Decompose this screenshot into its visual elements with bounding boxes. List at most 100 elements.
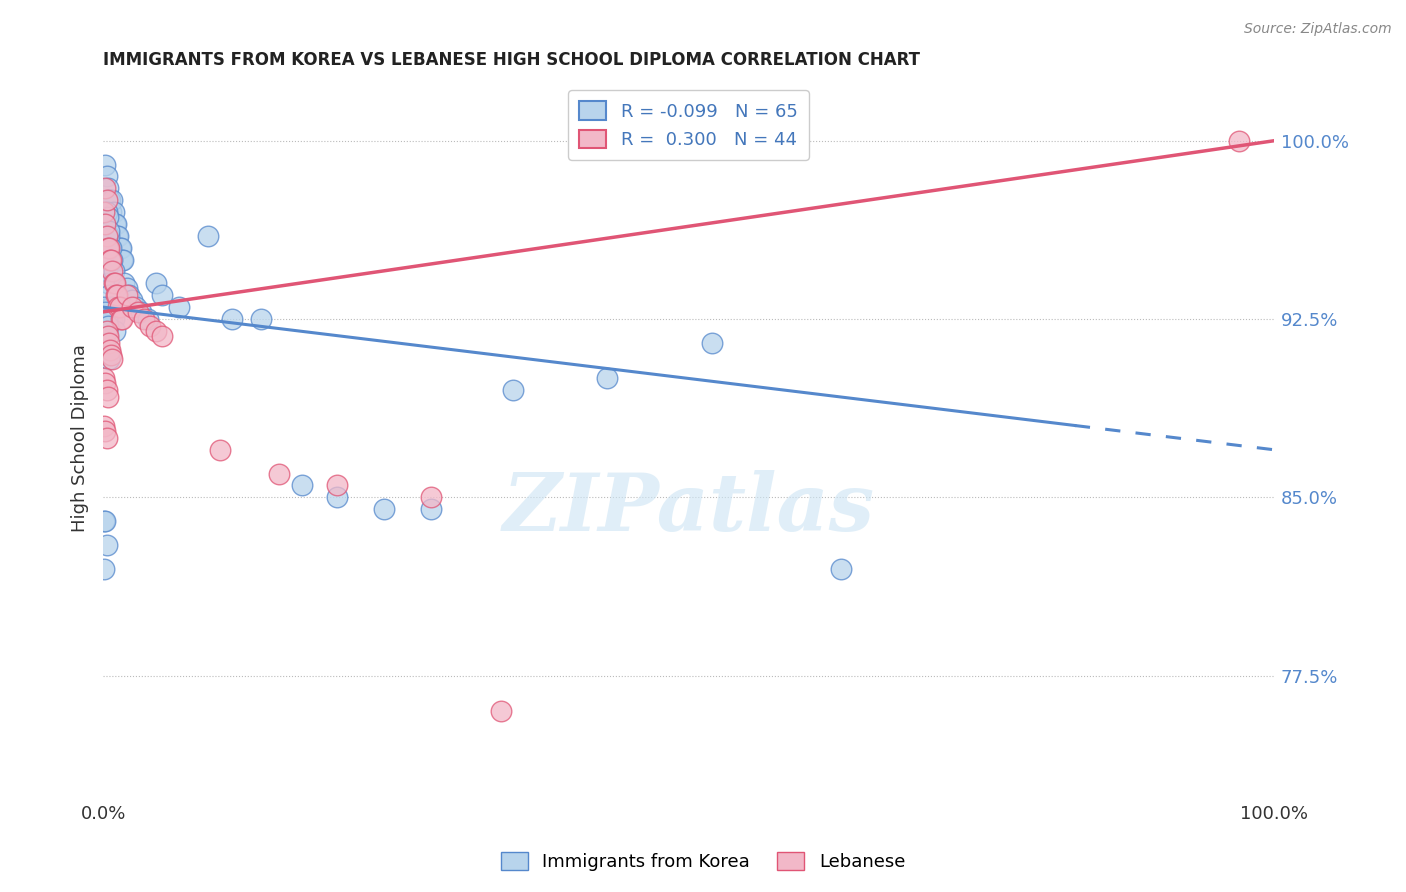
Point bbox=[125, 300, 148, 314]
Point bbox=[100, 252, 122, 267]
Point bbox=[93, 300, 115, 314]
Point bbox=[111, 252, 134, 267]
Point bbox=[129, 305, 152, 319]
Point bbox=[105, 288, 128, 302]
Point bbox=[145, 324, 167, 338]
Point bbox=[104, 324, 127, 338]
Point bbox=[502, 384, 524, 398]
Point bbox=[98, 193, 121, 207]
Point bbox=[100, 205, 122, 219]
Point bbox=[98, 241, 121, 255]
Point bbox=[373, 502, 395, 516]
Point bbox=[115, 281, 138, 295]
Point bbox=[93, 205, 115, 219]
Point bbox=[127, 305, 149, 319]
Point bbox=[96, 228, 118, 243]
Point bbox=[118, 288, 141, 302]
Point bbox=[98, 252, 121, 267]
Point bbox=[96, 169, 118, 184]
Text: IMMIGRANTS FROM KOREA VS LEBANESE HIGH SCHOOL DIPLOMA CORRELATION CHART: IMMIGRANTS FROM KOREA VS LEBANESE HIGH S… bbox=[103, 51, 920, 69]
Point bbox=[96, 384, 118, 398]
Point bbox=[419, 502, 441, 516]
Point bbox=[93, 514, 115, 528]
Point bbox=[104, 277, 127, 291]
Point bbox=[150, 328, 173, 343]
Point bbox=[105, 288, 128, 302]
Point bbox=[97, 181, 120, 195]
Point bbox=[98, 300, 121, 314]
Point bbox=[94, 181, 117, 195]
Point bbox=[93, 371, 115, 385]
Point bbox=[250, 312, 273, 326]
Point bbox=[103, 277, 125, 291]
Point bbox=[595, 371, 617, 385]
Point bbox=[96, 324, 118, 338]
Point bbox=[111, 312, 134, 326]
Point bbox=[121, 293, 143, 307]
Point bbox=[97, 319, 120, 334]
Point bbox=[93, 561, 115, 575]
Y-axis label: High School Diploma: High School Diploma bbox=[72, 344, 89, 532]
Point bbox=[101, 252, 124, 267]
Point bbox=[108, 241, 131, 255]
Point bbox=[1227, 134, 1250, 148]
Text: Source: ZipAtlas.com: Source: ZipAtlas.com bbox=[1244, 22, 1392, 37]
Point bbox=[145, 277, 167, 291]
Point bbox=[93, 419, 115, 434]
Point bbox=[291, 478, 314, 492]
Point bbox=[209, 442, 232, 457]
Point bbox=[94, 335, 117, 350]
Point bbox=[98, 224, 121, 238]
Point bbox=[96, 264, 118, 278]
Legend: Immigrants from Korea, Lebanese: Immigrants from Korea, Lebanese bbox=[494, 845, 912, 879]
Point bbox=[98, 288, 121, 302]
Point bbox=[98, 193, 121, 207]
Point bbox=[98, 335, 121, 350]
Point bbox=[132, 312, 155, 326]
Point bbox=[94, 376, 117, 391]
Point bbox=[830, 561, 852, 575]
Point bbox=[139, 319, 162, 334]
Point bbox=[98, 343, 121, 357]
Point bbox=[97, 348, 120, 362]
Point bbox=[150, 288, 173, 302]
Point bbox=[112, 277, 135, 291]
Point bbox=[97, 241, 120, 255]
Point bbox=[112, 252, 135, 267]
Point bbox=[104, 217, 127, 231]
Point bbox=[115, 288, 138, 302]
Point bbox=[167, 300, 190, 314]
Point bbox=[101, 264, 124, 278]
Point bbox=[100, 241, 122, 255]
Text: ZIPatlas: ZIPatlas bbox=[502, 470, 875, 548]
Point bbox=[94, 305, 117, 319]
Point bbox=[121, 300, 143, 314]
Point bbox=[326, 478, 349, 492]
Point bbox=[107, 300, 129, 314]
Point bbox=[98, 241, 121, 255]
Legend: R = -0.099   N = 65, R =  0.300   N = 44: R = -0.099 N = 65, R = 0.300 N = 44 bbox=[568, 90, 808, 160]
Point bbox=[97, 391, 120, 405]
Point bbox=[97, 277, 120, 291]
Point bbox=[101, 193, 124, 207]
Point bbox=[98, 352, 121, 367]
Point bbox=[105, 217, 128, 231]
Point bbox=[107, 228, 129, 243]
Point bbox=[97, 328, 120, 343]
Point bbox=[326, 490, 349, 504]
Point bbox=[96, 312, 118, 326]
Point bbox=[96, 205, 118, 219]
Point bbox=[101, 312, 124, 326]
Point bbox=[94, 424, 117, 438]
Point bbox=[103, 312, 125, 326]
Point bbox=[96, 431, 118, 445]
Point bbox=[700, 335, 723, 350]
Point bbox=[97, 210, 120, 224]
Point bbox=[489, 704, 512, 718]
Point bbox=[419, 490, 441, 504]
Point bbox=[94, 217, 117, 231]
Point bbox=[98, 228, 121, 243]
Point bbox=[96, 538, 118, 552]
Point bbox=[103, 205, 125, 219]
Point bbox=[197, 228, 219, 243]
